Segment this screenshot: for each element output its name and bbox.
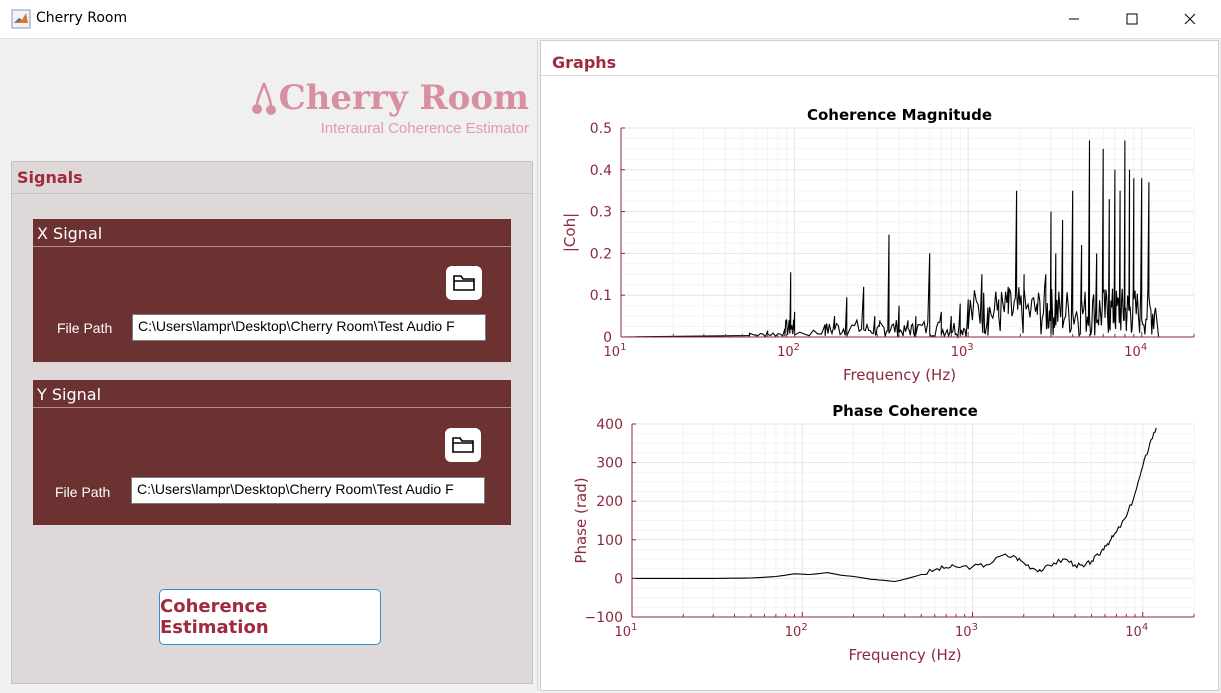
y-tick-label: 0.2	[590, 246, 612, 262]
x-tick-label: 104	[1125, 622, 1148, 640]
chart-title: Coherence Magnitude	[807, 106, 992, 124]
x-tick-label: 101	[604, 342, 627, 360]
folder-icon	[452, 437, 474, 453]
x-axis-label: Frequency (Hz)	[848, 646, 961, 663]
y-tick-label: 0	[603, 330, 612, 346]
signals-panel-title: Signals	[12, 162, 532, 194]
logo-subtitle: Interaural Coherence Estimator	[320, 120, 529, 137]
y-tick-label: 400	[596, 417, 623, 433]
y-tick-label: 0.1	[590, 288, 612, 304]
y-file-path-label: File Path	[55, 484, 111, 500]
logo: Cherry Room Interaural Coherence Estimat…	[249, 78, 529, 137]
signals-panel: Signals X Signal File Path C:\Users\lamp…	[11, 161, 533, 684]
y-tick-label: −100	[585, 610, 623, 626]
x-file-path-input[interactable]: C:\Users\lampr\Desktop\Cherry Room\Test …	[132, 314, 486, 341]
y-tick-label: 0.3	[590, 205, 612, 221]
y-browse-button[interactable]	[445, 428, 481, 462]
x-tick-label: 103	[955, 622, 978, 640]
y-tick-label: 200	[596, 494, 623, 510]
chart-title: Phase Coherence	[832, 402, 978, 420]
maximize-icon	[1126, 13, 1138, 25]
close-icon	[1184, 13, 1196, 25]
x-tick-label: 102	[777, 342, 800, 360]
x-tick-label: 101	[615, 622, 638, 640]
coherence-magnitude-chart: 0 0.1 0.2 0.3 0.4 0.5 101 102 103 104 Coherence Ma…	[561, 106, 1195, 384]
matlab-app-icon	[11, 9, 31, 29]
x-tick-label: 103	[951, 342, 974, 360]
graphs-panel: Graphs 0 0.1 0.2 0.3 0.4 0.5 101 102 103 104 Coher…	[540, 40, 1219, 691]
y-tick-label: 0.4	[590, 163, 612, 179]
x-tick-label: 104	[1124, 342, 1147, 360]
data-series-line	[632, 427, 1157, 583]
y-tick-label: 300	[596, 456, 623, 472]
phase-coherence-chart: −100 0 100 200 300 400 101 102 103 104 Phase Coher…	[572, 402, 1195, 663]
data-series-line	[620, 140, 1160, 340]
y-file-path-input[interactable]: C:\Users\lampr\Desktop\Cherry Room\Test …	[131, 477, 485, 504]
y-tick-label: 0.5	[590, 121, 612, 137]
x-signal-box: X Signal File Path C:\Users\lampr\Deskto…	[33, 219, 511, 362]
cherry-icon	[251, 82, 276, 115]
close-button[interactable]	[1161, 0, 1219, 38]
x-axis-label: Frequency (Hz)	[843, 366, 956, 384]
minimize-button[interactable]	[1045, 0, 1103, 38]
y-tick-label: 100	[596, 533, 623, 549]
logo-title: Cherry Room	[249, 78, 529, 118]
x-signal-title: X Signal	[33, 219, 511, 247]
graphs-panel-title: Graphs	[541, 41, 1218, 76]
coherence-estimation-button[interactable]: Coherence Estimation	[159, 589, 381, 645]
x-browse-button[interactable]	[446, 266, 482, 300]
x-tick-label: 102	[785, 622, 808, 640]
left-panel: Cherry Room Interaural Coherence Estimat…	[2, 40, 538, 691]
folder-icon	[453, 275, 475, 291]
logo-title-text: Cherry Room	[278, 78, 529, 118]
y-axis-label: |Coh|	[561, 213, 579, 252]
maximize-button[interactable]	[1103, 0, 1161, 38]
y-signal-title: Y Signal	[33, 380, 511, 408]
y-signal-box: Y Signal File Path C:\Users\lampr\Deskto…	[33, 380, 511, 525]
y-axis-label: Phase (rad)	[572, 477, 590, 563]
minimize-icon	[1069, 18, 1079, 20]
window-title: Cherry Room	[36, 10, 128, 26]
x-file-path-label: File Path	[57, 320, 113, 336]
y-tick-label: 0	[614, 571, 623, 587]
title-bar: Cherry Room	[0, 0, 1221, 39]
